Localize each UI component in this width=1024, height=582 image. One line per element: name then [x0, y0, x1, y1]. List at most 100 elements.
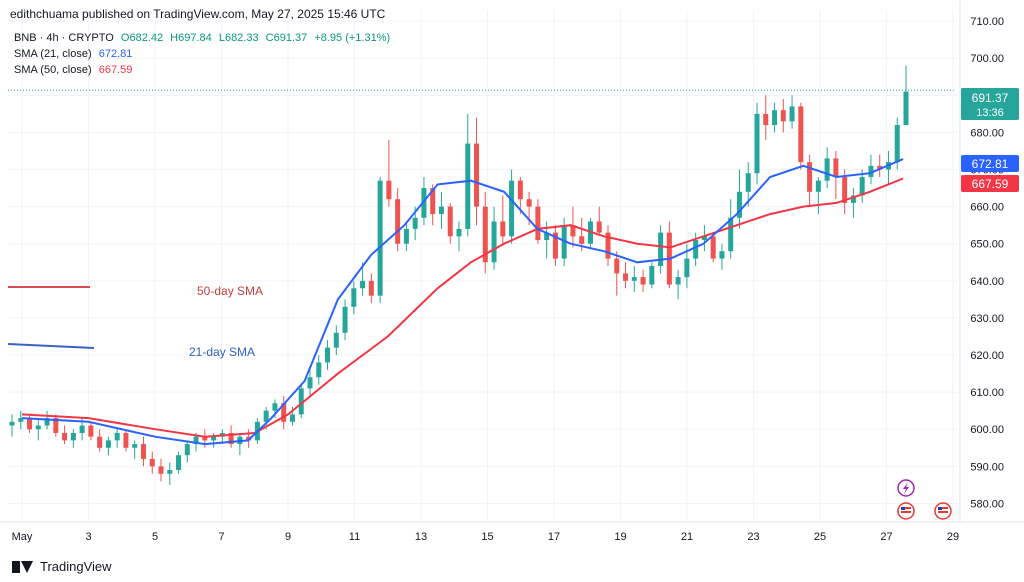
legacy-sma21-segment: [7, 343, 95, 349]
candle-body: [211, 436, 217, 441]
candle-body: [868, 165, 874, 177]
candle-body: [693, 240, 699, 259]
candle: [807, 154, 813, 207]
price-tick-label: 640.00: [970, 276, 1004, 288]
candle-body: [18, 418, 24, 422]
candle: [640, 269, 646, 292]
candle-body: [815, 180, 821, 192]
candle: [509, 169, 515, 244]
candle-body: [754, 113, 760, 174]
candle-body: [368, 280, 374, 296]
tradingview-brand: TradingView: [40, 559, 112, 574]
candle: [850, 188, 856, 218]
candle-body: [27, 418, 33, 430]
time-tick-label: 29: [947, 531, 959, 543]
candle-body: [289, 414, 295, 422]
candle: [736, 169, 742, 229]
candle-body: [281, 403, 287, 422]
candle: [395, 188, 401, 252]
candle-body: [824, 158, 830, 181]
candle-body: [62, 432, 68, 441]
candle: [307, 369, 313, 396]
candle: [27, 414, 33, 433]
candle: [123, 429, 129, 452]
candle-body: [842, 176, 848, 203]
flag-event-icon[interactable]: [897, 502, 915, 520]
candle-body: [535, 206, 541, 241]
tradingview-logo-icon: [12, 560, 34, 573]
flag-event-icon[interactable]: [934, 502, 952, 520]
tradingview-logo[interactable]: TradingView: [12, 559, 112, 574]
price-tick-label: 630.00: [970, 313, 1004, 325]
change-value: +8.95 (+1.31%): [314, 32, 391, 44]
sma21-legend[interactable]: SMA (21, close) 672.81: [14, 48, 132, 60]
candle: [474, 117, 480, 226]
sma21-legend-value: 672.81: [98, 48, 133, 60]
candle: [184, 440, 190, 463]
candle-body: [710, 236, 716, 259]
candle-body: [509, 180, 515, 237]
candle: [35, 418, 41, 441]
sma21-line: [21, 158, 904, 446]
candle: [114, 429, 120, 448]
candle-body: [614, 258, 620, 274]
candle: [614, 251, 620, 296]
candle: [789, 95, 795, 129]
time-tick-label: 23: [747, 531, 759, 543]
candle-body: [675, 277, 681, 285]
candle-body: [719, 251, 725, 259]
candle-body: [386, 180, 392, 200]
candle-body: [79, 425, 85, 433]
candle-body: [421, 188, 427, 218]
candle-body: [298, 388, 304, 415]
candle: [552, 225, 558, 266]
candle: [649, 262, 655, 289]
candle-body: [430, 188, 436, 215]
candle-body: [605, 232, 611, 259]
candle-body: [149, 458, 155, 467]
candle-body: [114, 432, 120, 441]
candle: [868, 154, 874, 185]
candle-body: [123, 432, 129, 448]
close-value: C691.37: [265, 32, 308, 44]
candle: [140, 436, 146, 467]
price-tick-label: 700.00: [970, 53, 1004, 65]
candle-body: [228, 432, 234, 445]
candle-body: [53, 418, 59, 433]
candle-body: [438, 206, 444, 215]
sma21-legend-label: SMA (21, close): [14, 48, 92, 60]
candle-body: [736, 191, 742, 218]
sma50-line: [21, 177, 904, 438]
candle-body: [342, 306, 348, 333]
candle: [368, 273, 374, 304]
candle: [903, 65, 909, 126]
candle-body: [596, 221, 602, 233]
candle-body: [701, 236, 707, 241]
sma50-legend-value: 667.59: [98, 64, 133, 76]
candle-body: [807, 162, 813, 192]
candle-body: [579, 236, 585, 244]
candle-body: [798, 106, 804, 163]
candle-body: [44, 418, 50, 426]
candle: [719, 243, 725, 270]
candle: [105, 436, 111, 456]
sma50-legend[interactable]: SMA (50, close) 667.59: [14, 64, 132, 76]
candle: [877, 154, 883, 177]
candle-body: [167, 470, 173, 474]
price-tick-label: 600.00: [970, 424, 1004, 436]
bolt-event-icon[interactable]: [897, 479, 915, 497]
symbol-legend[interactable]: BNB · 4h · CRYPTO O682.42 H697.84 L682.3…: [14, 32, 390, 44]
candle-body: [184, 444, 190, 456]
candle-body: [202, 436, 208, 441]
candle-body: [517, 180, 523, 200]
candle: [570, 206, 576, 248]
price-tick-label: 680.00: [970, 127, 1004, 139]
candle: [325, 340, 331, 370]
sma21-badge: 672.81: [961, 155, 1019, 172]
candle: [298, 384, 304, 419]
time-tick-label: 19: [614, 531, 626, 543]
price-tick-label: 650.00: [970, 239, 1004, 251]
candle: [342, 299, 348, 341]
time-tick-label: May: [12, 531, 33, 543]
